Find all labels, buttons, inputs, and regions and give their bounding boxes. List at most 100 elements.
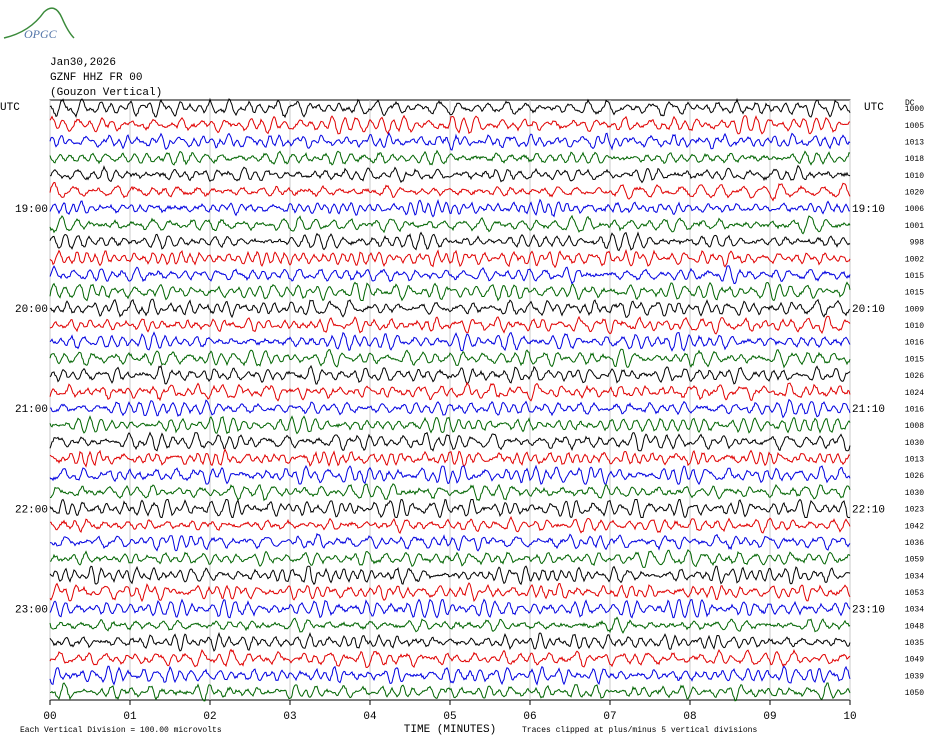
- dc-value: 1036: [905, 539, 924, 548]
- waveform: [49, 97, 851, 119]
- dc-value: 1023: [905, 506, 924, 515]
- waveform: [49, 214, 851, 235]
- row-time-right: 23:10: [852, 604, 885, 616]
- dc-value: 1018: [905, 155, 924, 164]
- row-time-left: 22:00: [15, 504, 48, 516]
- dc-value: 1009: [905, 305, 924, 314]
- waveform: [49, 665, 851, 686]
- title-line: (Gouzon Vertical): [50, 87, 162, 99]
- waveform: [49, 281, 851, 302]
- waveform: [49, 682, 851, 702]
- dc-value: 1034: [905, 572, 924, 581]
- waveform: [49, 648, 851, 669]
- dc-value: 1001: [905, 222, 924, 231]
- dc-value: 1059: [905, 556, 924, 565]
- waveform: [49, 548, 851, 569]
- x-tick-label: 04: [363, 711, 377, 723]
- waveform: [49, 114, 851, 135]
- waveform: [49, 498, 851, 519]
- waveform: [49, 364, 851, 385]
- x-tick-label: 02: [203, 711, 216, 723]
- waveform: [49, 483, 851, 502]
- x-tick-label: 10: [843, 711, 856, 723]
- dc-header: DC: [905, 99, 915, 108]
- waveform: [49, 398, 851, 419]
- footer-left: Each Vertical Division = 100.00 microvol…: [20, 726, 222, 735]
- x-tick-label: 05: [443, 711, 456, 723]
- dc-value: 1024: [905, 389, 924, 398]
- waveform: [49, 565, 851, 586]
- waveform: [49, 198, 850, 218]
- waveform: [49, 181, 851, 202]
- dc-value: 1008: [905, 422, 924, 431]
- dc-value: 1039: [905, 672, 924, 681]
- dc-value: 1016: [905, 405, 924, 414]
- waveform: [49, 381, 851, 402]
- dc-value: 1002: [905, 255, 924, 264]
- waveform: [49, 348, 851, 369]
- waveform: [49, 164, 851, 184]
- title-line: Jan30,2026: [50, 57, 116, 69]
- x-tick-label: 01: [123, 711, 137, 723]
- waveform: [49, 464, 851, 486]
- dc-value: 1026: [905, 472, 924, 481]
- dc-value: 1010: [905, 172, 924, 181]
- dc-value: 1006: [905, 205, 924, 214]
- waveform: [49, 582, 851, 603]
- waveform: [49, 131, 851, 151]
- dc-value: 1013: [905, 456, 924, 465]
- waveform: [49, 248, 851, 269]
- waveform: [49, 265, 851, 286]
- dc-value: 1000: [905, 105, 924, 114]
- waveform: [49, 616, 851, 634]
- waveform: [49, 149, 851, 166]
- dc-value: 1053: [905, 589, 924, 598]
- footer-right: Traces clipped at plus/minus 5 vertical …: [522, 726, 757, 735]
- dc-value: 1035: [905, 639, 924, 648]
- dc-value: 1013: [905, 138, 924, 147]
- x-tick-label: 08: [683, 711, 696, 723]
- row-time-right: 22:10: [852, 504, 885, 516]
- dc-value: 1016: [905, 339, 924, 348]
- waveform: [49, 331, 851, 352]
- x-tick-label: 06: [523, 711, 536, 723]
- row-time-right: 20:10: [852, 304, 885, 316]
- x-tick-label: 00: [43, 711, 56, 723]
- waveform: [49, 298, 851, 319]
- waveform: [49, 431, 851, 452]
- dc-value: 998: [910, 239, 925, 248]
- row-time-right: 19:10: [852, 204, 885, 216]
- x-axis-label: TIME (MINUTES): [404, 724, 496, 736]
- dc-value: 1030: [905, 439, 924, 448]
- row-time-left: 23:00: [15, 604, 48, 616]
- x-tick-label: 03: [283, 711, 296, 723]
- right-header: UTC: [864, 102, 884, 114]
- waveform: [49, 415, 851, 435]
- waveform: [49, 315, 851, 335]
- x-tick-label: 07: [603, 711, 616, 723]
- waveform: [49, 598, 851, 619]
- x-tick-label: 09: [763, 711, 776, 723]
- row-time-left: 19:00: [15, 204, 48, 216]
- title-line: GZNF HHZ FR 00: [50, 72, 142, 84]
- left-header: UTC: [0, 102, 20, 114]
- dc-value: 1030: [905, 489, 924, 498]
- row-time-right: 21:10: [852, 404, 885, 416]
- dc-value: 1034: [905, 606, 924, 615]
- waveform: [50, 516, 851, 535]
- dc-value: 1049: [905, 656, 924, 665]
- logo-curve: [3, 7, 75, 39]
- dc-value: 1015: [905, 289, 924, 298]
- waveform: [49, 231, 851, 252]
- dc-value: 1020: [905, 189, 924, 198]
- row-time-left: 20:00: [15, 304, 48, 316]
- row-time-left: 21:00: [15, 404, 48, 416]
- waveform: [49, 448, 851, 468]
- logo: OPGC: [24, 27, 58, 41]
- dc-value: 1026: [905, 372, 924, 381]
- waveform: [49, 532, 851, 552]
- dc-value: 1015: [905, 272, 924, 281]
- dc-value: 1048: [905, 622, 924, 631]
- dc-value: 1010: [905, 322, 924, 331]
